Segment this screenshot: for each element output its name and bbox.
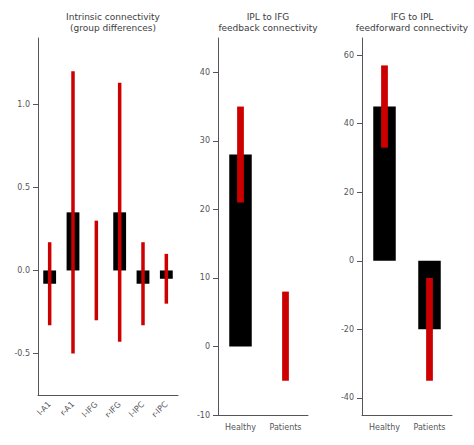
svg-text:30: 30 — [200, 136, 210, 145]
svg-text:Healthy: Healthy — [225, 423, 256, 432]
svg-text:0.0: 0.0 — [17, 266, 30, 275]
svg-text:l-IFG: l-IFG — [80, 400, 99, 419]
svg-text:Healthy: Healthy — [369, 423, 400, 432]
svg-text:-0.5: -0.5 — [14, 349, 30, 358]
svg-text:-20: -20 — [341, 325, 354, 334]
svg-text:10: 10 — [200, 273, 210, 282]
svg-text:r-A1: r-A1 — [58, 400, 76, 418]
svg-text:0.5: 0.5 — [17, 183, 30, 192]
svg-text:IPL to IFG: IPL to IFG — [247, 12, 290, 22]
svg-text:20: 20 — [200, 205, 210, 214]
svg-text:1.0: 1.0 — [17, 100, 30, 109]
svg-text:feedback connectivity: feedback connectivity — [218, 23, 318, 33]
svg-text:l-IPC: l-IPC — [127, 400, 146, 419]
svg-text:-40: -40 — [341, 393, 354, 402]
svg-text:Intrinsic connectivity: Intrinsic connectivity — [66, 12, 161, 22]
svg-text:Patients: Patients — [413, 423, 445, 432]
svg-text:feedforward connectivity: feedforward connectivity — [356, 23, 469, 33]
svg-text:r-IPC: r-IPC — [150, 400, 170, 420]
svg-text:Patients: Patients — [269, 423, 301, 432]
svg-text:IFG to IPL: IFG to IPL — [391, 12, 434, 22]
svg-text:0: 0 — [349, 256, 354, 265]
svg-text:20: 20 — [344, 188, 354, 197]
svg-text:l-A1: l-A1 — [36, 400, 53, 417]
svg-text:r-IFG: r-IFG — [103, 400, 123, 420]
svg-text:40: 40 — [344, 119, 354, 128]
svg-text:(group differences): (group differences) — [70, 23, 156, 33]
svg-text:40: 40 — [200, 68, 210, 77]
svg-text:-10: -10 — [197, 411, 210, 420]
svg-text:0: 0 — [205, 342, 210, 351]
svg-text:60: 60 — [344, 51, 354, 60]
